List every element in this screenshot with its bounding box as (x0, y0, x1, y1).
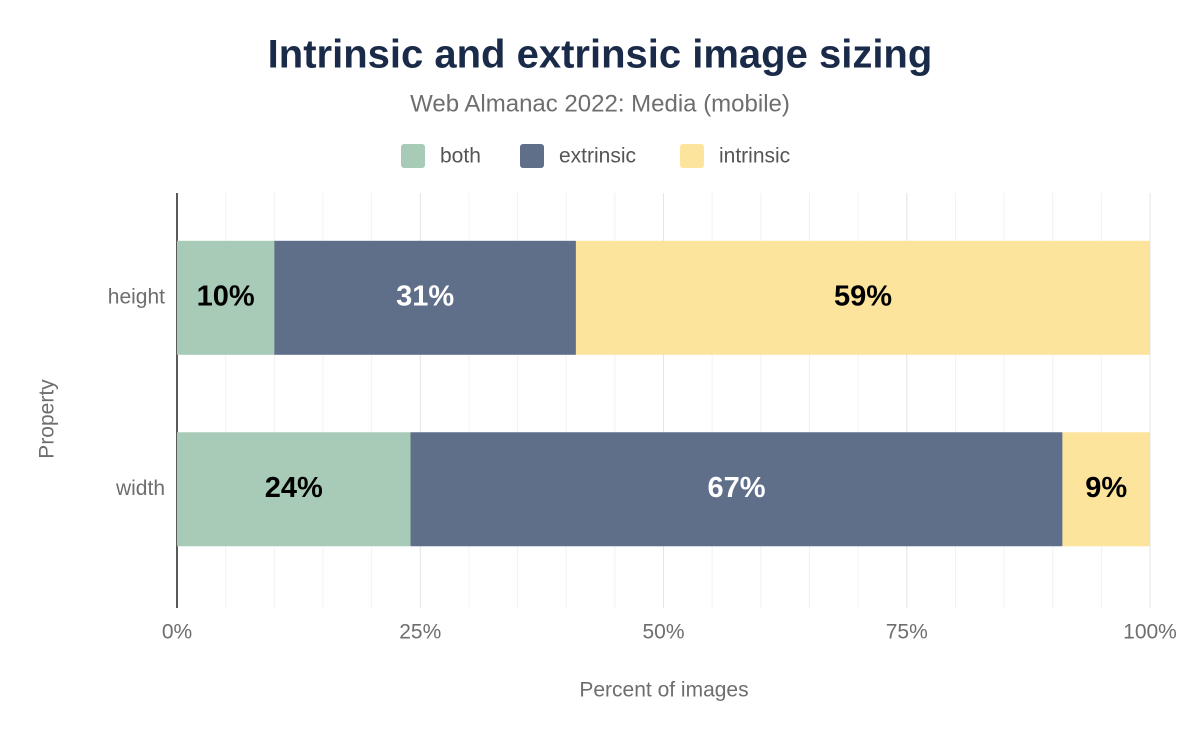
bar-segment (575, 240, 1150, 355)
bar-segment (410, 432, 1063, 547)
data-label: 24% (265, 472, 323, 504)
data-label: 67% (707, 472, 765, 504)
y-tick-label: height (108, 285, 165, 308)
x-axis-label: Percent of images (579, 679, 748, 702)
legend-swatch (401, 144, 425, 168)
x-tick-label: 75% (886, 621, 928, 644)
chart-title: Intrinsic and extrinsic image sizing (268, 33, 933, 77)
legend-swatch (680, 144, 704, 168)
y-axis-label: Property (36, 379, 59, 459)
x-tick-label: 25% (399, 621, 441, 644)
legend-label: both (440, 145, 481, 168)
bar-segment (274, 240, 576, 355)
data-label: 10% (197, 280, 255, 312)
x-tick-label: 0% (162, 621, 192, 644)
bar-segment (177, 240, 275, 355)
legend-label: extrinsic (559, 145, 636, 168)
data-label: 31% (396, 280, 454, 312)
x-tick-label: 100% (1123, 621, 1177, 644)
data-label: 59% (834, 280, 892, 312)
legend-swatch (520, 144, 544, 168)
data-label: 9% (1085, 472, 1127, 504)
bar-segment (177, 432, 411, 547)
chart-subtitle: Web Almanac 2022: Media (mobile) (410, 90, 790, 117)
x-tick-label: 50% (642, 621, 684, 644)
bar-segment (1062, 432, 1150, 547)
y-tick-label: width (115, 477, 165, 500)
legend-label: intrinsic (719, 145, 790, 168)
